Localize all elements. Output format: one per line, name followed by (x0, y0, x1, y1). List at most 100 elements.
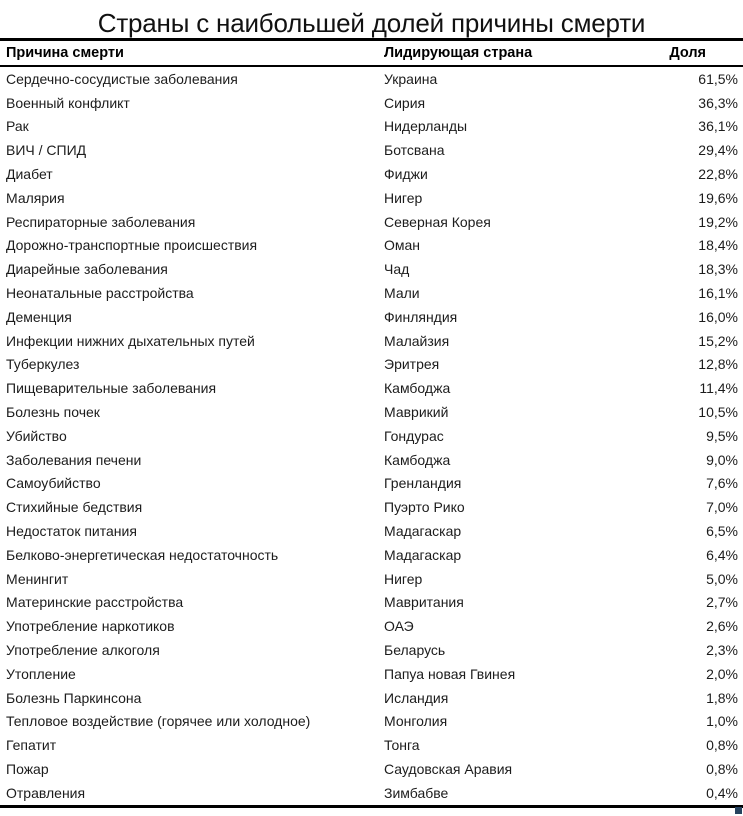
cause-cell: Менингит (6, 570, 69, 587)
share-cell: 7,6% (706, 475, 738, 492)
cause-cell: Малярия (6, 189, 65, 206)
cause-cell: Тепловое воздействие (горячее или холодн… (6, 713, 311, 730)
table-row: Туберкулез Эритрея 12,8% (0, 353, 743, 377)
column-header-country: Лидирующая страна (384, 39, 620, 67)
table-row: Гепатит Тонга 0,8% (0, 733, 743, 757)
cause-cell: Туберкулез (6, 356, 80, 373)
cause-cell: Сердечно-сосудистые заболевания (6, 70, 238, 87)
column-header-share: Доля (620, 39, 743, 67)
table-row: Военный конфликт Сирия 36,3% (0, 91, 743, 115)
share-cell: 6,4% (706, 546, 738, 563)
cause-cell: Диабет (6, 166, 53, 183)
share-cell: 29,4% (698, 142, 738, 159)
country-cell: ОАЭ (384, 618, 414, 635)
country-cell: Оман (384, 237, 421, 254)
share-cell: 36,1% (698, 118, 738, 135)
share-cell: 19,6% (698, 189, 738, 206)
share-cell: 9,0% (706, 451, 738, 468)
country-cell: Мадагаскар (384, 523, 462, 540)
table-row: Диабет Фиджи 22,8% (0, 162, 743, 186)
country-cell: Монголия (384, 713, 448, 730)
cause-cell: Неонатальные расстройства (6, 285, 194, 302)
table-row: Белково-энергетическая недостаточность М… (0, 543, 743, 567)
country-cell: Украина (384, 70, 438, 87)
country-cell: Сирия (384, 94, 426, 111)
country-cell: Тонга (384, 737, 420, 754)
share-cell: 0,8% (706, 737, 738, 754)
cause-cell: Инфекции нижних дыхательных путей (6, 332, 255, 349)
country-cell: Папуа новая Гвинея (384, 665, 516, 682)
share-cell: 2,6% (706, 618, 738, 635)
cause-cell: Гепатит (6, 737, 57, 754)
cause-cell: ВИЧ / СПИД (6, 142, 87, 159)
share-cell: 7,0% (706, 499, 738, 516)
table-row: Менингит Нигер 5,0% (0, 567, 743, 591)
share-cell: 1,8% (706, 689, 738, 706)
table-header: Причина смерти Лидирующая страна Доля (0, 39, 743, 67)
cause-cell: Диарейные заболевания (6, 261, 168, 278)
table-row: Пищеварительные заболевания Камбоджа 11,… (0, 376, 743, 400)
share-cell: 61,5% (698, 70, 738, 87)
cause-cell: Болезнь почек (6, 404, 100, 421)
share-cell: 9,5% (706, 427, 738, 444)
cause-cell: Белково-энергетическая недостаточность (6, 546, 279, 563)
share-cell: 6,5% (706, 523, 738, 540)
country-cell: Пуэрто Рико (384, 499, 465, 516)
table-row: Неонатальные расстройства Мали 16,1% (0, 281, 743, 305)
cause-cell: Дорожно-транспортные происшествия (6, 237, 258, 254)
cause-cell: Болезнь Паркинсона (6, 689, 142, 706)
country-cell: Саудовская Аравия (384, 761, 513, 777)
country-cell: Фиджи (384, 166, 428, 183)
table-row: Сердечно-сосудистые заболевания Украина … (0, 66, 743, 91)
country-cell: Малайзия (384, 332, 450, 349)
cause-cell: Материнские расстройства (6, 594, 184, 611)
table-row: Деменция Финляндия 16,0% (0, 305, 743, 329)
table-row: Употребление наркотиков ОАЭ 2,6% (0, 614, 743, 638)
cause-cell: Отравления (6, 784, 86, 801)
table-row: Диарейные заболевания Чад 18,3% (0, 257, 743, 281)
country-cell: Ботсвана (384, 142, 445, 159)
table-row: Дорожно-транспортные происшествия Оман 1… (0, 234, 743, 258)
share-cell: 15,2% (698, 332, 738, 349)
column-header-cause: Причина смерти (0, 39, 384, 67)
table-row: Утопление Папуа новая Гвинея 2,0% (0, 662, 743, 686)
table-row: Тепловое воздействие (горячее или холодн… (0, 710, 743, 734)
table-row: Материнские расстройства Мавритания 2,7% (0, 591, 743, 615)
table-row: Респираторные заболевания Северная Корея… (0, 210, 743, 234)
share-cell: 16,0% (698, 308, 738, 325)
death-causes-table: Причина смерти Лидирующая страна Доля Се… (0, 38, 743, 808)
cause-cell: Деменция (6, 308, 72, 325)
table-row: ВИЧ / СПИД Ботсвана 29,4% (0, 138, 743, 162)
selection-fill-handle[interactable] (735, 807, 742, 814)
table-row: Пожар Саудовская Аравия 0,8% (0, 757, 743, 781)
country-cell: Мадагаскар (384, 546, 462, 563)
share-cell: 19,2% (698, 213, 738, 230)
cause-cell: Респираторные заболевания (6, 213, 196, 230)
table-row: Малярия Нигер 19,6% (0, 186, 743, 210)
country-cell: Чад (384, 261, 410, 278)
cause-cell: Недостаток питания (6, 523, 137, 540)
table-row: Инфекции нижних дыхательных путей Малайз… (0, 329, 743, 353)
country-cell: Нигер (384, 570, 423, 587)
share-cell: 18,3% (698, 261, 738, 278)
table-row: Отравления Зимбабве 0,4% (0, 781, 743, 806)
cause-cell: Утопление (6, 665, 76, 682)
header-row: Причина смерти Лидирующая страна Доля (0, 39, 743, 67)
country-cell: Нигер (384, 189, 423, 206)
share-cell: 18,4% (698, 237, 738, 254)
country-cell: Финляндия (384, 308, 458, 325)
share-cell: 10,5% (698, 404, 738, 421)
share-cell: 22,8% (698, 166, 738, 183)
country-cell: Камбоджа (384, 451, 451, 468)
cause-cell: Употребление наркотиков (6, 618, 175, 635)
country-cell: Маврикий (384, 404, 449, 421)
share-cell: 1,0% (706, 713, 738, 730)
table-row: Стихийные бедствия Пуэрто Рико 7,0% (0, 495, 743, 519)
table-row: Болезнь Паркинсона Исландия 1,8% (0, 686, 743, 710)
table-row: Употребление алкоголя Беларусь 2,3% (0, 638, 743, 662)
cause-cell: Употребление алкоголя (6, 642, 160, 659)
cause-cell: Убийство (6, 427, 67, 444)
country-cell: Мали (384, 285, 420, 302)
country-cell: Камбоджа (384, 380, 451, 397)
